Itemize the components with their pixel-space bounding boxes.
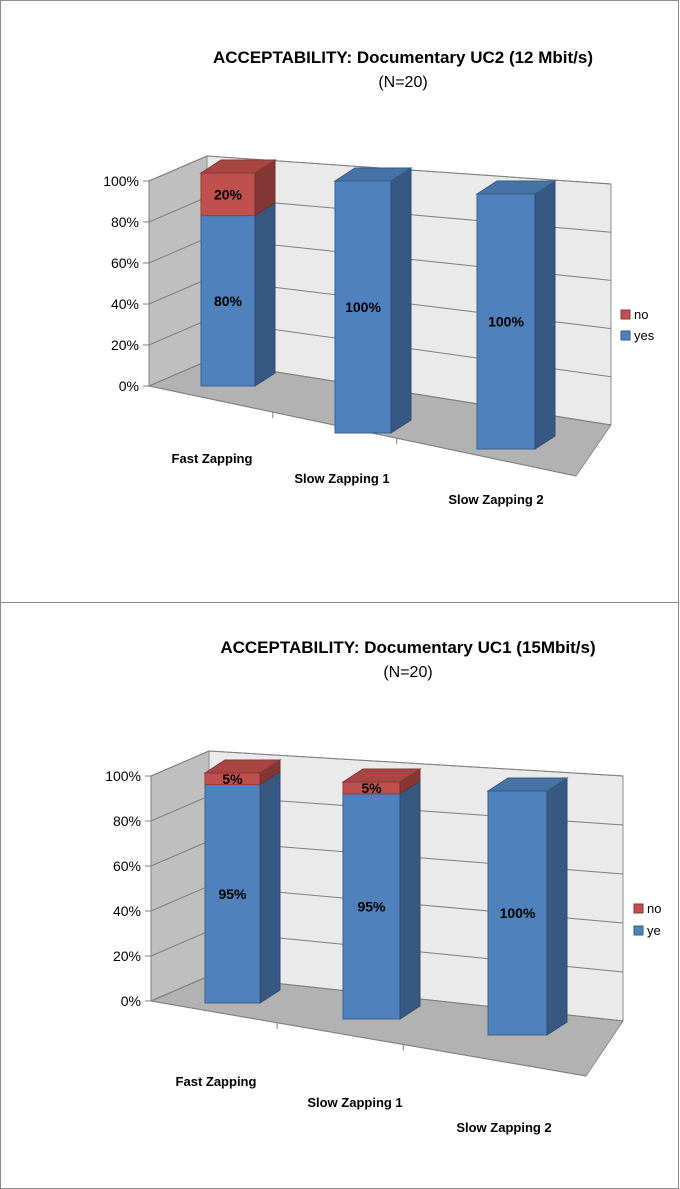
y-tick-label: 100% (103, 173, 139, 189)
y-tick-label: 80% (111, 214, 139, 230)
category-label: Fast Zapping (172, 451, 253, 466)
legend-label: ye (647, 923, 661, 938)
bar-2: 100% (486, 777, 569, 1036)
side-gridline (148, 196, 208, 223)
data-label-no: 5% (222, 771, 243, 787)
side-gridline (148, 360, 208, 387)
category-label: Fast Zapping (176, 1074, 257, 1089)
bar-segment-yes (334, 180, 392, 434)
bar-side-yes (390, 167, 412, 434)
chart-subtitle: (N=20) (378, 74, 427, 91)
side-wall (148, 155, 208, 387)
side-gridline (148, 237, 208, 264)
bar-side-yes (259, 770, 281, 1004)
chart-uc1: ACCEPTABILITY: Documentary UC1 (15Mbit/s… (105, 638, 661, 1135)
y-tick-label: 0% (121, 993, 141, 1009)
bar-side-yes (534, 180, 556, 450)
bar-segment-yes (342, 793, 401, 1020)
side-gridline (150, 795, 210, 822)
y-tick-label: 20% (111, 337, 139, 353)
chart-subtitle: (N=20) (383, 664, 432, 681)
category-label: Slow Zapping 2 (448, 492, 543, 507)
legend-swatch-yes (620, 330, 631, 341)
y-tick-label: 0% (119, 378, 139, 394)
side-gridline (148, 278, 208, 305)
bar-1: 95% 5% (341, 768, 422, 1020)
bar-top (341, 768, 422, 783)
side-gridline (150, 840, 210, 867)
chart-uc2: ACCEPTABILITY: Documentary UC2 (12 Mbit/… (103, 48, 655, 507)
y-tick-label: 20% (113, 948, 141, 964)
chart-title: ACCEPTABILITY: Documentary UC2 (12 Mbit/… (213, 48, 593, 67)
data-label-no: 5% (361, 780, 382, 796)
x-axis (150, 1000, 587, 1077)
bar-segment-no (200, 172, 256, 217)
bar-side-yes (546, 777, 568, 1036)
category-label: Slow Zapping 2 (456, 1120, 551, 1135)
legend-swatch-yes (633, 925, 644, 936)
bar-segment-yes (476, 193, 536, 450)
data-label-yes: 100% (345, 299, 381, 315)
data-label-yes: 80% (214, 293, 243, 309)
category-label: Slow Zapping 1 (307, 1095, 402, 1110)
gridline (208, 750, 624, 777)
chart-title: ACCEPTABILITY: Documentary UC1 (15Mbit/s… (220, 638, 595, 657)
bar-top (333, 167, 413, 182)
legend-swatch-no (633, 903, 644, 914)
bar-side-yes (254, 201, 276, 387)
y-tick-label: 40% (113, 903, 141, 919)
bar-0: 95% 5% (203, 759, 282, 1004)
data-label-yes: 95% (218, 886, 247, 902)
bar-1: 100% (333, 167, 413, 434)
data-label-yes: 100% (488, 314, 524, 330)
bar-segment-yes (204, 784, 261, 1004)
bar-2: 100% (475, 180, 557, 450)
legend-label: no (647, 901, 661, 916)
bar-top (203, 759, 282, 774)
y-tick-label: 60% (113, 858, 141, 874)
side-gridline (148, 155, 208, 182)
bar-0: 80% 20% (199, 159, 277, 387)
legend-label: no (634, 307, 648, 322)
y-tick-label: 100% (105, 768, 141, 784)
side-gridline (150, 885, 210, 912)
y-tick-label: 60% (111, 255, 139, 271)
data-label-no: 20% (214, 186, 243, 202)
bar-top (475, 180, 557, 195)
y-tick-label: 40% (111, 296, 139, 312)
y-tick-label: 80% (113, 813, 141, 829)
data-label-yes: 100% (500, 905, 536, 921)
legend-swatch-no (620, 309, 631, 320)
category-label: Slow Zapping 1 (294, 471, 389, 486)
legend-label: yes (634, 328, 655, 343)
bar-top (486, 777, 569, 792)
side-gridline (148, 319, 208, 346)
side-gridline (150, 750, 210, 777)
bar-top (199, 159, 277, 174)
data-label-yes: 95% (357, 898, 386, 914)
bar-side-yes (399, 779, 421, 1020)
side-gridline (150, 975, 210, 1002)
chart-panel-uc1: ACCEPTABILITY: Documentary UC1 (15Mbit/s… (0, 602, 679, 1189)
side-gridline (150, 930, 210, 957)
chart-panel-uc2: ACCEPTABILITY: Documentary UC2 (12 Mbit/… (0, 0, 679, 604)
side-wall (150, 750, 210, 1002)
